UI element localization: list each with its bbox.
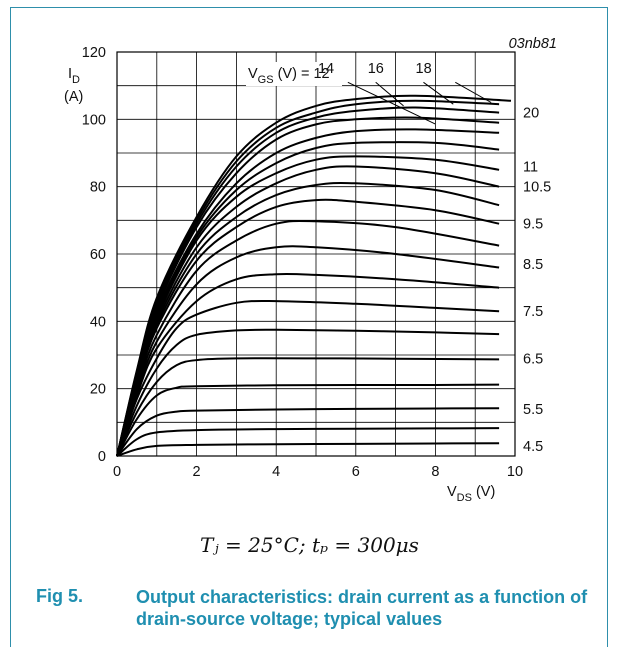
curve-labels: 20 11 10.5 9.5 8.5 7.5 6.5 5.5 4.5 14 16 18 [318, 61, 551, 455]
curve-label-right: 9.5 [523, 217, 543, 233]
curve-vgs-6 [116, 383, 500, 457]
x-axis-label: VDS (V) [447, 484, 495, 504]
curve-vgs-8-5 [116, 245, 500, 457]
x-tick-label: 8 [431, 464, 439, 480]
curve-vgs-7-5 [116, 300, 500, 457]
leader-line [375, 81, 404, 107]
curve-label-right: 20 [523, 106, 539, 122]
y-tick-label: 20 [90, 382, 106, 398]
curve-vgs-9 [116, 219, 500, 457]
leader-line [423, 81, 454, 105]
y-axis-label: ID [68, 66, 80, 86]
curve-label-right: 5.5 [523, 402, 543, 418]
y-tick-label: 100 [82, 112, 106, 128]
y-axis-unit: (A) [64, 89, 83, 105]
x-tick-label: 10 [507, 464, 523, 480]
y-tick-label: 40 [90, 314, 106, 330]
curve-vgs-20 [116, 94, 512, 457]
figure-number: Fig 5. [36, 586, 84, 606]
y-tick-label: 120 [82, 45, 106, 61]
curve-vgs-4-5 [116, 442, 500, 457]
curve-label-right: 11 [523, 159, 538, 175]
curve-label-right: 10.5 [523, 180, 551, 196]
figure-title: Output characteristics: drain current as… [136, 587, 588, 629]
x-tick-label: 0 [113, 464, 121, 480]
curve-label-right: 6.5 [523, 351, 543, 367]
curve-label-right: 8.5 [523, 257, 543, 273]
leader-line [455, 81, 492, 103]
curve-label-right: 7.5 [523, 304, 543, 320]
curve-label-right: 4.5 [523, 439, 543, 455]
curve-vgs-6-5 [116, 357, 500, 457]
curve-vgs-5 [116, 427, 500, 457]
figure-code: 03nb81 [509, 36, 557, 52]
curve-label-top: 16 [368, 61, 384, 77]
y-tick-label: 80 [90, 180, 106, 196]
curve-label-top: 18 [416, 61, 432, 77]
y-tick-label: 60 [90, 247, 106, 263]
curve-vgs-8 [116, 272, 500, 457]
vgs-legend-label: VGS (V) = 12 [248, 66, 330, 86]
leader-line [347, 81, 436, 125]
curve-vgs-10 [116, 181, 500, 457]
curve-label-top: 14 [318, 61, 334, 77]
curve-vgs-7 [116, 328, 500, 457]
x-tick-label: 6 [352, 464, 360, 480]
plot-border [116, 51, 516, 457]
figure-frame [10, 7, 608, 647]
y-tick-label: 0 [98, 449, 106, 465]
curve-vgs-9-5 [116, 198, 500, 457]
vgs-legend-bg [246, 62, 342, 86]
curves [116, 94, 512, 457]
curve-vgs-5-5 [116, 407, 500, 457]
x-tick-label: 4 [272, 464, 280, 480]
measurement-conditions: Tⱼ = 25°C; tₚ = 300μs [200, 533, 419, 557]
x-tick-label: 2 [193, 464, 201, 480]
